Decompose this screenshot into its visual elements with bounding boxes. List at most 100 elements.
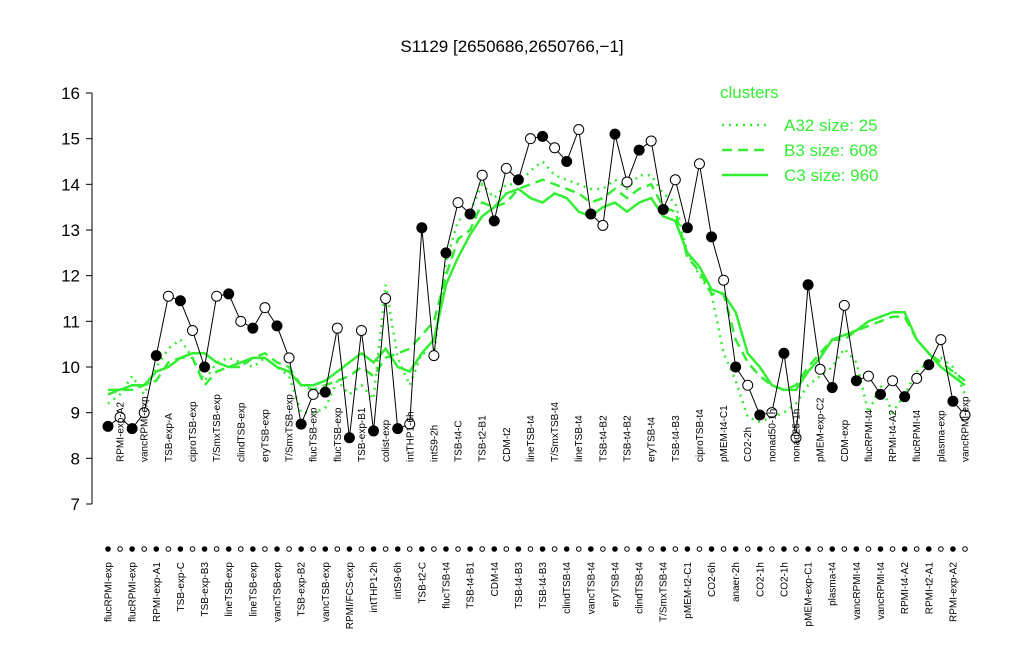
data-point	[500, 162, 512, 174]
sample-dot	[286, 546, 292, 552]
data-point	[138, 407, 150, 419]
sample-dot	[117, 546, 123, 552]
data-point	[790, 432, 802, 444]
x-tick-label: intTHP1-6h	[405, 411, 416, 462]
sample-dot	[563, 546, 570, 552]
x-tick-label: RPMI-exp-A2	[116, 402, 127, 462]
x-tick-label: TSB-exp-C	[176, 562, 187, 611]
data-point	[766, 407, 778, 419]
x-tick-label: lineTSB-t4	[526, 415, 537, 462]
x-tick-label: CO2-1h	[779, 562, 790, 597]
sample-dot	[612, 546, 618, 552]
data-point	[947, 395, 959, 407]
data-point	[778, 347, 790, 359]
sample-dot	[600, 546, 606, 552]
x-tick-label: intS9-2h	[429, 425, 440, 462]
x-tick-label: flucRPMI-t4	[864, 409, 875, 462]
sample-dot	[250, 546, 256, 552]
sample-dot	[720, 546, 727, 552]
x-tick-label: vancRPMI-exp	[961, 396, 972, 462]
x-tick-label: ciproTSB-exp	[188, 401, 199, 462]
data-point	[814, 363, 826, 375]
x-tick-label: CO2-6h	[707, 562, 718, 597]
x-tick-label: clindTSB-t4	[635, 562, 646, 614]
x-tick-label: T/SmxTSB-t4	[659, 562, 670, 622]
x-tick-label: vancTSB-exp	[272, 562, 283, 622]
sample-dot	[913, 546, 920, 552]
data-point	[114, 411, 126, 423]
data-point	[645, 135, 657, 147]
sample-dot	[732, 546, 739, 552]
data-point	[259, 302, 271, 314]
x-tick-label: RPMI/FCS-exp	[345, 562, 356, 630]
x-tick-label: clindTSB-exp	[236, 402, 247, 462]
x-tick-label: T/SmxTSB-exp	[212, 394, 223, 462]
sample-dot	[334, 546, 341, 552]
sample-dot	[189, 546, 196, 552]
data-point	[959, 409, 971, 421]
sample-dot	[237, 546, 244, 552]
sample-dot	[805, 546, 811, 552]
data-point	[440, 247, 452, 259]
data-point	[355, 324, 367, 336]
sample-dot	[370, 546, 377, 552]
data-point	[392, 423, 404, 435]
sample-dot	[394, 546, 401, 552]
data-point	[488, 215, 500, 227]
x-tick-label: pMEM-exp-C2	[816, 397, 827, 462]
y-tick-label: 13	[61, 221, 80, 240]
x-tick-label: flucRPMI-exp	[104, 562, 115, 622]
sample-dot	[624, 546, 630, 552]
y-tick-label: 9	[71, 404, 80, 423]
data-point	[186, 324, 198, 336]
data-point	[681, 222, 693, 234]
sample-dot	[358, 546, 365, 552]
data-point	[923, 359, 935, 371]
data-point	[850, 375, 862, 387]
sample-dot	[744, 546, 751, 552]
sample-dot	[443, 546, 449, 552]
sample-dot	[419, 546, 425, 552]
x-tick-label: RPMI-t4-A2	[900, 562, 911, 615]
x-tick-label: vancTSB-t4	[586, 562, 597, 615]
sample-dot	[105, 546, 111, 552]
sample-dot	[684, 546, 691, 552]
data-point	[211, 290, 223, 302]
sample-dot	[310, 546, 316, 552]
sample-dot	[660, 546, 667, 552]
data-point	[476, 169, 488, 181]
data-point	[368, 425, 380, 437]
cluster-line	[107, 159, 967, 424]
sample-dot	[793, 546, 799, 552]
sample-dot	[877, 546, 884, 552]
y-tick-label: 12	[61, 267, 80, 286]
x-tick-label: flucTSB-exp	[309, 407, 320, 462]
x-tick-label: RPMI-t2-A1	[924, 562, 935, 615]
data-point	[452, 197, 464, 209]
x-tick-label: plasma-t4	[828, 562, 839, 606]
x-tick-label: vancTSB-exp	[321, 562, 332, 622]
data-point	[706, 231, 718, 243]
sample-dot	[962, 546, 968, 552]
x-tick-label: T/SmxTSB-exp	[285, 394, 296, 462]
x-tick-label: lineTSB-exp	[224, 562, 235, 617]
x-tick-label: vancRPMI-exp	[140, 396, 151, 462]
data-point	[428, 350, 440, 362]
legend-label: C3 size: 960	[784, 166, 879, 185]
x-tick-label: pMEM-exp-C1	[804, 562, 815, 627]
x-tick-label: flucRPMI-exp	[128, 562, 139, 622]
x-tick-label: TSB-t4-B3	[538, 562, 549, 609]
x-tick-label: CO2-1h	[755, 562, 766, 597]
sample-dot	[298, 546, 304, 552]
x-tick-label: colist-exp	[381, 419, 392, 462]
data-point	[633, 144, 645, 156]
y-tick-label: 10	[61, 358, 80, 377]
sample-dot	[141, 546, 148, 552]
data-point	[838, 299, 850, 311]
sample-dot	[129, 546, 135, 552]
sample-dot	[491, 546, 498, 552]
data-point	[585, 208, 597, 220]
sample-dot	[213, 546, 220, 552]
x-tick-label: RPMI-exp-A2	[948, 562, 959, 622]
